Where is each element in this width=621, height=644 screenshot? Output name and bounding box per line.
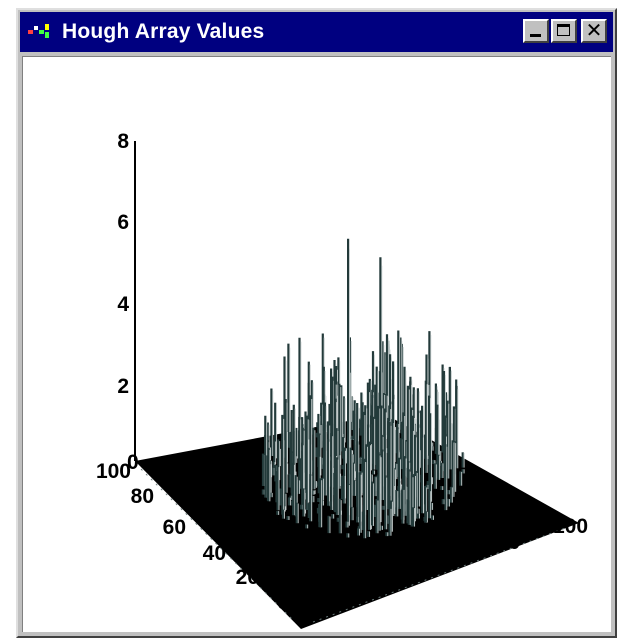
z-tick-label: 2 (117, 375, 129, 398)
window-title: Hough Array Values (62, 20, 265, 43)
plot-area: 8 6 4 2 0 100 80 60 40 20 0 0 20 40 60 8… (22, 56, 611, 632)
accumulator-bars (261, 238, 465, 539)
y-tick-label: 60 (163, 516, 186, 539)
close-button[interactable]: ✕ (581, 19, 607, 43)
maximize-button[interactable] (551, 19, 577, 43)
z-tick-label: 4 (117, 293, 129, 316)
minimize-button[interactable] (523, 19, 549, 43)
y-tick-label: 100 (96, 460, 131, 483)
y-tick-label: 40 (203, 542, 226, 565)
z-tick-label: 8 (117, 130, 129, 153)
x-tick-label: 100 (553, 515, 588, 538)
x-tick-label: 20 (326, 581, 349, 604)
hough-app-icon (28, 24, 49, 38)
y-tick-label: 20 (236, 566, 259, 589)
x-tick-label: 80 (497, 531, 520, 554)
z-tick-label: 6 (117, 211, 129, 234)
title-bar[interactable]: Hough Array Values ✕ (20, 12, 613, 52)
hough-window: Hough Array Values ✕ 8 6 4 2 (16, 8, 617, 638)
maximize-icon (557, 24, 570, 36)
close-icon: ✕ (585, 20, 603, 42)
minimize-icon (530, 34, 541, 37)
y-tick-label: 0 (277, 591, 289, 614)
x-tick-label: 60 (443, 546, 466, 569)
y-tick-label: 80 (131, 485, 154, 508)
z-tick-label: 0 (127, 451, 139, 474)
x-tick-label: 40 (385, 564, 408, 587)
plane-edge-front (140, 468, 296, 623)
hough-surface-plot: 8 6 4 2 0 100 80 60 40 20 0 0 20 40 60 8… (96, 130, 588, 629)
x-tick-label: 0 (295, 591, 307, 614)
